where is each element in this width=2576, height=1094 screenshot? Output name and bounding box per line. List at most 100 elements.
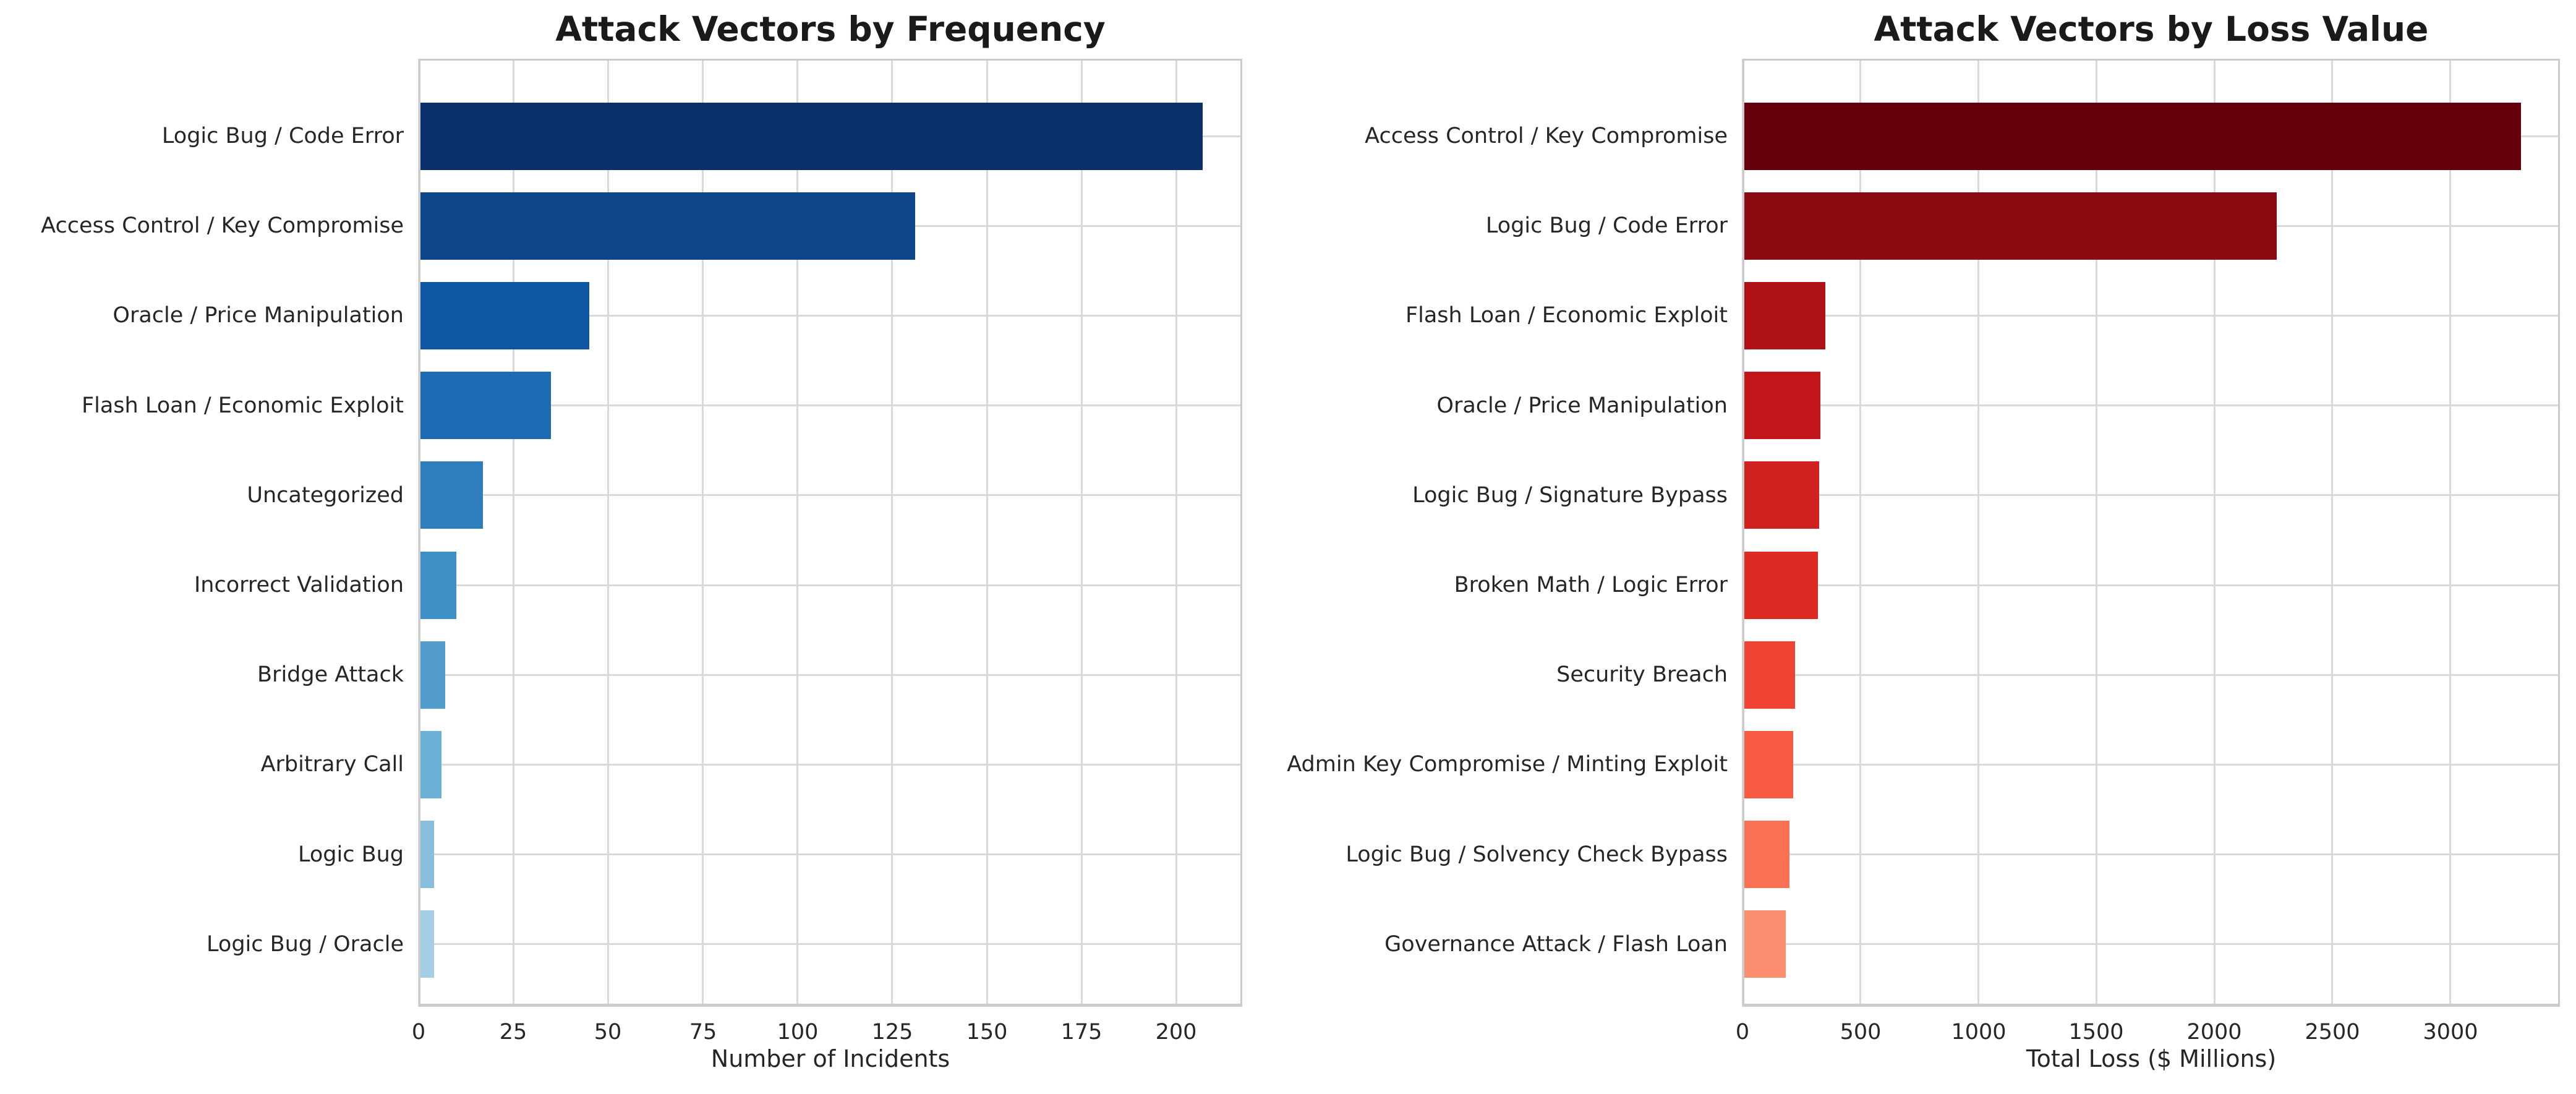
- axis-spine: [2558, 59, 2560, 1007]
- x-gridline: [1175, 59, 1177, 1007]
- x-gridline: [2331, 59, 2333, 1007]
- y-gridline: [1742, 404, 2560, 406]
- x-tick-label: 1000: [1951, 1020, 2007, 1045]
- bar: [419, 192, 915, 260]
- category-label: Oracle / Price Manipulation: [1436, 393, 1728, 418]
- y-gridline: [419, 943, 1242, 945]
- x-gridline: [607, 59, 609, 1007]
- bar: [1742, 821, 1789, 888]
- x-tick-label: 0: [1735, 1020, 1750, 1045]
- y-gridline: [1742, 674, 2560, 676]
- category-label: Oracle / Price Manipulation: [113, 303, 404, 328]
- bar: [419, 282, 589, 349]
- bar: [419, 910, 434, 978]
- y-gridline: [419, 315, 1242, 317]
- y-gridline: [1742, 943, 2560, 945]
- bar: [1742, 282, 1825, 349]
- bar: [1742, 910, 1786, 978]
- x-tick-label: 150: [966, 1020, 1008, 1045]
- category-label: Access Control / Key Compromise: [1365, 124, 1728, 148]
- y-gridline: [1742, 764, 2560, 766]
- axis-spine: [419, 59, 420, 1007]
- bar: [419, 372, 551, 439]
- y-gridline: [1742, 584, 2560, 586]
- x-gridline: [1859, 59, 1861, 1007]
- y-gridline: [419, 494, 1242, 496]
- x-tick-label: 2500: [2305, 1020, 2360, 1045]
- bar: [419, 731, 441, 798]
- x-tick-label: 100: [777, 1020, 819, 1045]
- x-tick-label: 2000: [2186, 1020, 2242, 1045]
- category-label: Logic Bug / Solvency Check Bypass: [1346, 842, 1728, 867]
- x-tick-label: 3000: [2423, 1020, 2478, 1045]
- category-label: Logic Bug / Code Error: [161, 124, 404, 148]
- x-tick-label: 500: [1840, 1020, 1882, 1045]
- category-label: Logic Bug / Signature Bypass: [1412, 483, 1728, 508]
- x-gridline: [1977, 59, 1979, 1007]
- category-label: Broken Math / Logic Error: [1454, 573, 1728, 597]
- category-label: Uncategorized: [247, 483, 404, 508]
- axis-spine: [1742, 59, 1744, 1007]
- bar: [419, 641, 445, 709]
- x-tick-label: 175: [1060, 1020, 1102, 1045]
- x-tick-label: 125: [871, 1020, 913, 1045]
- category-label: Bridge Attack: [257, 662, 404, 687]
- x-gridline: [2449, 59, 2451, 1007]
- bar: [1742, 461, 1819, 529]
- x-tick-label: 200: [1155, 1020, 1197, 1045]
- x-gridline: [2096, 59, 2097, 1007]
- y-gridline: [419, 764, 1242, 766]
- bar: [419, 821, 434, 888]
- x-tick-label: 75: [689, 1020, 717, 1045]
- plot-area-loss-value: [1742, 59, 2560, 1007]
- y-gridline: [1742, 315, 2560, 317]
- y-gridline: [1742, 494, 2560, 496]
- y-gridline: [1742, 853, 2560, 855]
- x-gridline: [702, 59, 704, 1007]
- axis-spine: [419, 59, 1242, 61]
- chart-title-loss-value: Attack Vectors by Loss Value: [1874, 9, 2429, 49]
- bar: [1742, 641, 1795, 709]
- category-label: Flash Loan / Economic Exploit: [81, 393, 404, 418]
- axis-spine: [1742, 59, 2560, 61]
- y-gridline: [419, 674, 1242, 676]
- bar: [1742, 731, 1793, 798]
- axis-spine: [419, 1004, 1242, 1007]
- x-gridline: [891, 59, 893, 1007]
- axis-spine: [1240, 59, 1242, 1007]
- category-label: Flash Loan / Economic Exploit: [1405, 303, 1728, 328]
- bar: [419, 461, 483, 529]
- x-tick-label: 0: [411, 1020, 426, 1045]
- category-label: Logic Bug / Oracle: [207, 932, 404, 957]
- x-gridline: [513, 59, 514, 1007]
- x-gridline: [2214, 59, 2216, 1007]
- y-gridline: [419, 404, 1242, 406]
- bar: [1742, 192, 2277, 260]
- category-label: Governance Attack / Flash Loan: [1384, 932, 1728, 957]
- bar: [1742, 103, 2521, 170]
- axis-spine: [1742, 1004, 2560, 1007]
- x-axis-label-loss-value: Total Loss ($ Millions): [2026, 1045, 2277, 1072]
- x-tick-label: 1500: [2068, 1020, 2124, 1045]
- category-label: Arbitrary Call: [260, 752, 404, 777]
- x-gridline: [986, 59, 988, 1007]
- category-label: Admin Key Compromise / Minting Exploit: [1287, 752, 1728, 777]
- plot-area-frequency: [418, 59, 1242, 1007]
- x-tick-label: 50: [594, 1020, 622, 1045]
- category-label: Access Control / Key Compromise: [41, 213, 404, 238]
- y-gridline: [419, 584, 1242, 586]
- chart-title-frequency: Attack Vectors by Frequency: [555, 9, 1106, 49]
- x-axis-label-frequency: Number of Incidents: [710, 1045, 950, 1072]
- x-gridline: [1081, 59, 1083, 1007]
- category-label: Incorrect Validation: [194, 573, 404, 597]
- x-tick-label: 25: [499, 1020, 527, 1045]
- y-gridline: [419, 853, 1242, 855]
- bar: [419, 103, 1203, 170]
- category-label: Logic Bug / Code Error: [1485, 213, 1728, 238]
- category-label: Security Breach: [1556, 662, 1728, 687]
- bar: [419, 552, 456, 619]
- x-gridline: [796, 59, 798, 1007]
- bar: [1742, 552, 1818, 619]
- bar: [1742, 372, 1820, 439]
